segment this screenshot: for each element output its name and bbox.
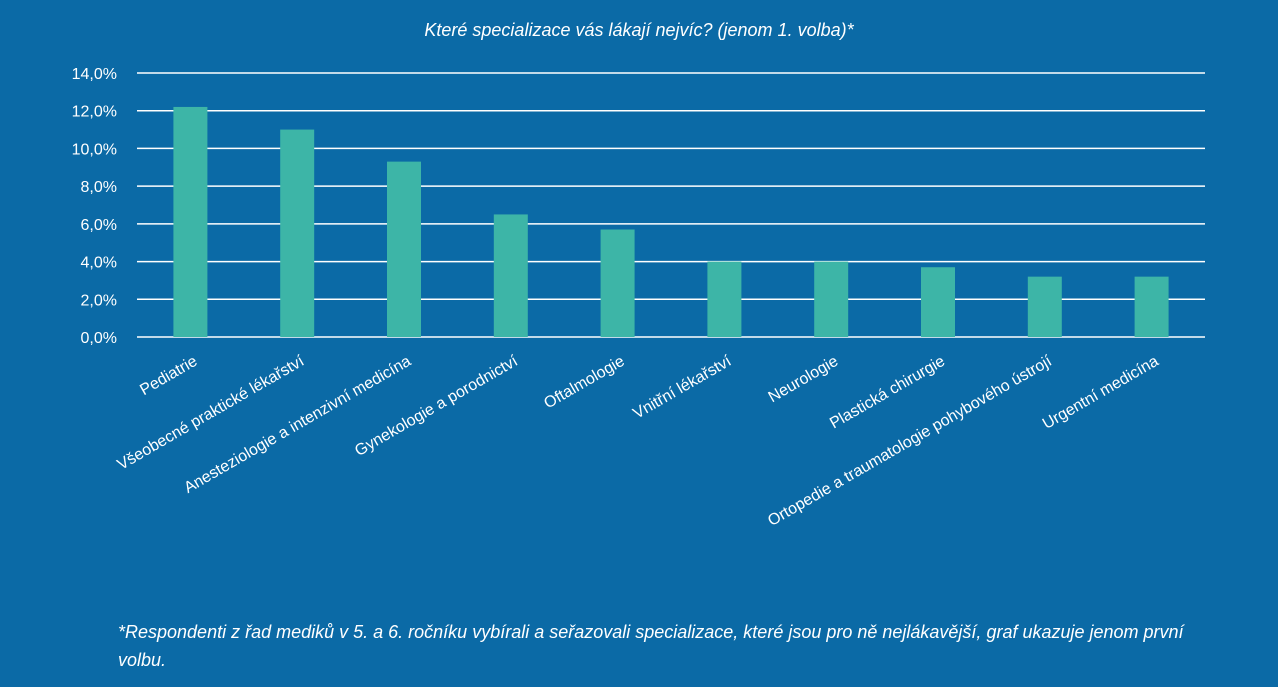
x-category-label: Anesteziologie a intenzivní medicína <box>181 353 414 497</box>
y-tick-label: 0,0% <box>81 330 117 347</box>
bars <box>173 106 1169 337</box>
y-tick-label: 2,0% <box>81 292 117 309</box>
bar <box>707 261 742 337</box>
y-tick-label: 4,0% <box>81 255 117 272</box>
y-tick-label: 8,0% <box>81 179 117 196</box>
y-tick-label: 10,0% <box>72 141 117 158</box>
bar <box>1027 276 1062 337</box>
y-axis-ticks: 0,0% 2,0% 4,0% 6,0% 8,0% 10,0% 12,0% 14,0% <box>72 66 117 347</box>
bar <box>1134 276 1169 337</box>
x-category-label: Všeobecné praktické lékařství <box>115 352 308 473</box>
bar <box>387 161 421 337</box>
bar <box>280 129 315 337</box>
x-category-label: Pediatrie <box>137 353 200 399</box>
x-category-label: Oftalmologie <box>541 353 627 413</box>
y-tick-label: 12,0% <box>72 104 117 121</box>
bar <box>173 106 208 337</box>
bar <box>921 267 955 337</box>
bar <box>814 261 849 337</box>
x-category-label: Neurologie <box>766 353 842 406</box>
x-category-label: Vnitřní lékařství <box>630 352 734 422</box>
x-category-label: Urgentní medicína <box>1040 353 1162 433</box>
footnote: *Respondenti z řad mediků v 5. a 6. ročn… <box>118 622 1184 670</box>
y-tick-label: 6,0% <box>81 217 117 234</box>
bar <box>493 214 528 337</box>
bar-chart: 0,0% 2,0% 4,0% 6,0% 8,0% 10,0% 12,0% 14,0% Pedi… <box>72 66 1205 530</box>
bar <box>600 229 635 337</box>
gridlines <box>137 72 1205 338</box>
chart-title: Které specializace vás lákají nejvíc? (j… <box>424 20 854 40</box>
y-tick-label: 14,0% <box>72 66 117 83</box>
